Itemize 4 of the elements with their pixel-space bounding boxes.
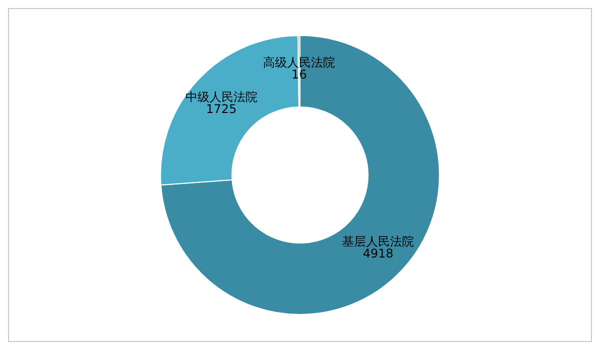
- slice-label: 基层人民法院: [342, 234, 414, 249]
- data-label: 1725: [206, 102, 237, 116]
- data-label: 4918: [362, 246, 394, 261]
- slice-label: 中级人民法院: [185, 90, 258, 104]
